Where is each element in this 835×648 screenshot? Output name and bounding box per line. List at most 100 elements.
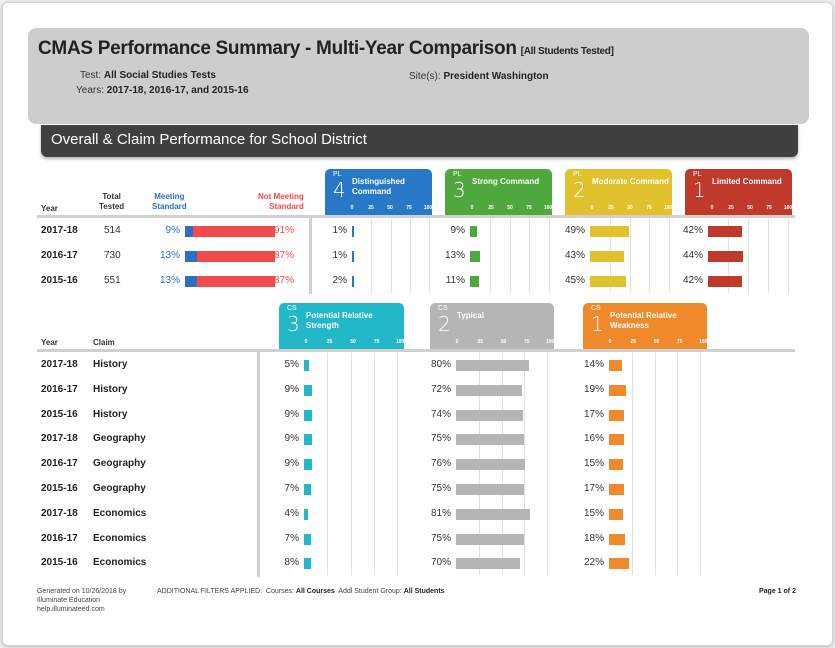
cs1-pct: 15% <box>583 458 604 470</box>
pl-grid-line <box>768 219 769 293</box>
cs2-pct: 75% <box>430 532 451 544</box>
pl-grid-line <box>549 219 550 293</box>
meeting-standard-bar <box>185 226 193 237</box>
cs2-pct: 76% <box>430 458 451 470</box>
cs3-bar <box>304 558 312 570</box>
not-meeting-standard-bar <box>196 276 275 287</box>
cs1-tick-100: 100 <box>698 339 708 345</box>
claim-row-year: 2015-16 <box>41 483 78 494</box>
cs1-bar <box>609 558 630 570</box>
pl1-card-ticks: 0 25 50 75 100 <box>711 205 793 213</box>
pl4-tick-0: 0 <box>350 205 354 211</box>
pl2-card-number: 2 <box>573 178 586 202</box>
test-info: Test: All Social Studies Tests <box>80 70 216 81</box>
cs2-pct: 75% <box>430 483 451 494</box>
cs1-bar <box>609 434 624 446</box>
claim-row-year: 2017-18 <box>41 507 78 519</box>
cs2-bar <box>456 533 525 545</box>
col-header-year: Year <box>41 204 58 213</box>
col-header-total-tested: Total Tested <box>99 192 125 211</box>
cs3-pct: 4% <box>284 507 299 519</box>
cs3-pct: 9% <box>284 383 299 395</box>
cs3-card-ticks: 0 25 50 75 100 <box>305 339 405 347</box>
pl3-bar <box>470 276 479 287</box>
cs3-pct: 7% <box>284 532 299 544</box>
pl4-card-number: 4 <box>333 178 346 202</box>
pl4-pct: 1% <box>332 225 347 236</box>
pl-grid-line <box>509 219 511 293</box>
cs1-bar <box>609 508 623 520</box>
report-subtitle: [All Students Tested] <box>520 46 614 57</box>
claim-row-name: History <box>93 408 128 420</box>
cs-grid-line <box>547 353 548 575</box>
pl4-bar <box>352 226 354 237</box>
pl2-tick-50: 50 <box>627 205 633 211</box>
pl3-tick-50: 50 <box>507 205 513 211</box>
years-info: Years: 2017-18, 2016-17, and 2015-16 <box>76 85 249 96</box>
cs3-bar <box>304 533 311 545</box>
pl3-tick-0: 0 <box>470 205 474 211</box>
cs3-card-prefix: CS <box>287 305 297 312</box>
col-header-not-meeting-standard: Not Meeting Standard <box>258 192 304 211</box>
pl-grid-line <box>409 219 411 293</box>
cs2-pct: 72% <box>430 383 451 395</box>
pl3-tick-25: 25 <box>488 205 494 211</box>
meeting-standard-bar <box>185 276 197 287</box>
pl3-bar <box>470 251 481 262</box>
cs2-bar <box>456 459 526 471</box>
pl1-pct: 42% <box>682 225 703 236</box>
not-meeting-standard-bar <box>193 226 275 237</box>
pl4-bar <box>352 251 354 262</box>
pl2-pct: 45% <box>564 275 585 286</box>
cs2-card-number: 2 <box>438 312 451 336</box>
pl3-card-ticks: 0 25 50 75 100 <box>470 205 553 213</box>
pl1-card-label: Limited Command <box>712 177 782 186</box>
cs1-bar <box>609 459 623 471</box>
overall-row-total-tested: 551 <box>104 275 121 286</box>
cs2-pct: 80% <box>430 359 451 370</box>
pl-grid-line <box>529 219 531 293</box>
pl-grid-line <box>669 219 670 293</box>
pl3-bar <box>470 226 478 237</box>
pl-grid-line <box>390 219 392 293</box>
pl-grid-line <box>649 219 651 293</box>
cs3-tick-25: 25 <box>326 339 333 345</box>
col-header-claim-year: Year <box>41 338 58 347</box>
cs2-bar <box>456 409 524 421</box>
pl4-tick-50: 50 <box>387 205 393 211</box>
overall-divider <box>309 218 312 294</box>
pl2-tick-0: 0 <box>590 205 594 211</box>
pl2-pct: 49% <box>564 225 585 236</box>
cs1-tick-0: 0 <box>608 339 612 345</box>
pl3-tick-100: 100 <box>543 205 553 211</box>
cs3-pct: 7% <box>284 483 299 494</box>
pl4-card-label: Distinguished Command <box>352 177 405 196</box>
claim-row-year: 2016-17 <box>41 383 78 395</box>
pl2-bar <box>590 251 624 262</box>
pl4-pct: 2% <box>332 275 347 286</box>
not-meeting-standard-pct: 87% <box>274 275 295 286</box>
cs2-card-label: Typical <box>457 311 484 320</box>
pl-grid-line <box>748 219 749 293</box>
cs-grid-line <box>631 353 633 575</box>
pl1-bar <box>708 251 744 262</box>
cs1-card: CS 1 Potential Relative Weakness 0 25 50 75 100 <box>583 303 707 349</box>
meeting-standard-pct: 9% <box>165 225 180 236</box>
overall-row-total-tested: 730 <box>104 250 121 261</box>
cs1-pct: 15% <box>583 507 604 519</box>
col-header-claim: Claim <box>93 338 115 347</box>
claim-row-year: 2016-17 <box>41 458 78 470</box>
cs3-pct: 9% <box>284 433 299 445</box>
cs1-tick-25: 25 <box>630 339 637 345</box>
pl2-pct: 43% <box>564 250 585 261</box>
pl4-bar <box>352 276 354 287</box>
cs1-card-prefix: CS <box>591 305 601 312</box>
footer-site: help.illuminateed.com <box>37 606 105 613</box>
pl1-tick-25: 25 <box>728 205 734 211</box>
cs1-card-ticks: 0 25 50 75 100 <box>608 339 708 347</box>
cs2-card-ticks: 0 25 50 75 100 <box>456 339 555 347</box>
cs3-card-number: 3 <box>287 312 300 336</box>
pl1-pct: 42% <box>682 275 703 286</box>
cs3-bar <box>304 384 313 396</box>
pl-grid-line <box>788 219 789 293</box>
